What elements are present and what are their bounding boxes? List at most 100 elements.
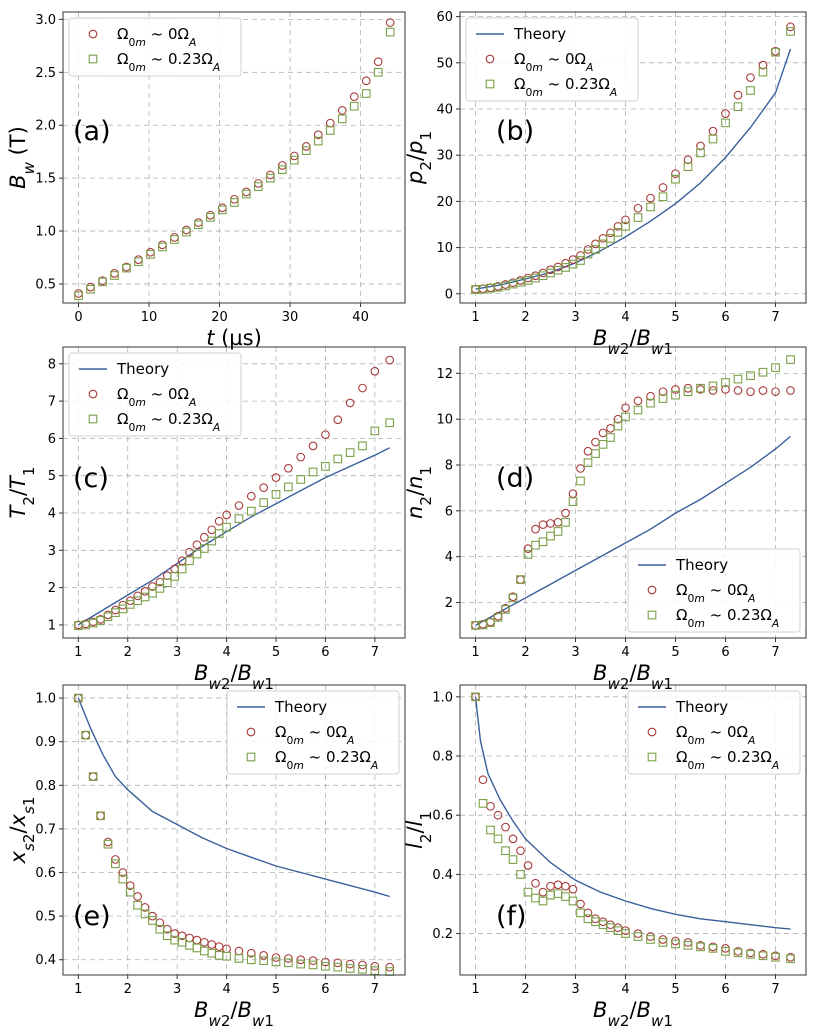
omega023-point [146, 249, 155, 259]
omega023-point [561, 517, 570, 527]
omega0-point [658, 183, 668, 192]
legend-swatch-omega023 [88, 414, 98, 424]
y-tick-label: 1.0 [35, 225, 56, 240]
omega023-point [621, 221, 630, 231]
omega023-point [606, 433, 615, 442]
omega023-point [358, 441, 367, 451]
omega0-point [568, 884, 578, 894]
x-tick-label: 0 [74, 310, 82, 325]
omega023-point [222, 951, 231, 961]
x-tick-label: 5 [272, 645, 280, 660]
omega0-point [621, 403, 630, 413]
theory-line [474, 696, 791, 930]
y-tick-label: 30 [436, 149, 453, 164]
y-tick-label: 0.2 [432, 927, 453, 942]
omega023-point [786, 27, 795, 36]
omega023-point [621, 412, 630, 422]
axes-frame [62, 684, 406, 976]
omega0-point [576, 251, 585, 260]
panel-label: (d) [496, 463, 534, 494]
legend-swatch-omega023 [485, 79, 495, 89]
x-tick-label: 1 [471, 645, 479, 660]
omega023-point [246, 955, 256, 965]
y-axis-label: xs2/xs1 [6, 797, 38, 865]
x-axis-label: Bw2/Bw1 [194, 661, 274, 693]
omega023-point [253, 182, 263, 191]
y-tick-label: 60 [436, 10, 453, 25]
omega023-point [758, 951, 768, 961]
legend-swatch-omega0 [485, 54, 495, 64]
x-tick-label: 4 [621, 645, 629, 660]
omega023-point [122, 263, 131, 273]
y-axis-label: l2/l1 [403, 811, 435, 849]
y-tick-label: 0.4 [432, 868, 453, 883]
omega023-point [162, 931, 172, 941]
y-tick-label: 6 [445, 504, 453, 519]
legend-box [627, 548, 801, 633]
omega0-point [111, 605, 120, 615]
omega023-point [385, 967, 395, 976]
y-tick-label: 3 [48, 544, 56, 559]
y-tick-label: 5 [48, 469, 56, 484]
omega0-point [658, 935, 668, 944]
omega023-point [110, 271, 119, 280]
omega0-point [746, 387, 755, 397]
omega023-point [81, 730, 91, 740]
omega0-point [96, 811, 105, 821]
omega023-point [646, 202, 655, 212]
omega0-point [733, 90, 743, 100]
omega0-point [646, 193, 655, 203]
omega0-point [598, 917, 608, 927]
panel-c: 1 2 3 4 5 6 7 1 2 3 4 5 6 7 8 Bw2/Bw1 T2/T1 (c) Theory Ω0m … [6, 346, 406, 693]
omega023-point [568, 896, 578, 906]
omega023-point [111, 859, 120, 869]
omega0-point [385, 18, 395, 27]
omega0-point [633, 203, 643, 213]
omega023-point [177, 564, 187, 574]
axes-frame [459, 346, 807, 639]
omega0-point [246, 491, 256, 501]
omega023-point [696, 383, 705, 393]
omega023-point [134, 257, 143, 267]
y-tick-label: 8 [445, 459, 453, 474]
panel-a: 0 10 20 30 40 0.5 1.0 1.5 2.0 2.5 3.0 t (µs) Bw (T) (… [6, 11, 406, 350]
y-tick-label: 8 [48, 357, 56, 372]
omega0-point [103, 610, 113, 620]
omega0-point [683, 938, 693, 947]
x-tick-label: 2 [521, 645, 529, 660]
omega0-point [508, 834, 518, 844]
omega023-point [265, 173, 275, 183]
omega023-point [583, 249, 593, 259]
omega023-point [333, 454, 343, 464]
omega023-point [746, 86, 755, 95]
omega023-point [708, 381, 718, 391]
omega0-point [746, 73, 755, 82]
omega023-point [349, 101, 359, 111]
omega0-point [786, 386, 795, 395]
y-tick-label: 12 [436, 367, 453, 382]
omega023-point [613, 227, 623, 237]
omega0-point [170, 564, 180, 574]
omega023-point [721, 118, 730, 128]
omega023-point [646, 935, 655, 944]
y-tick-label: 0.9 [35, 735, 56, 750]
omega0-point [576, 899, 585, 909]
legend-label-omega023: Ω0m ~ 0.23ΩA [117, 50, 220, 74]
omega023-point [125, 887, 135, 897]
x-tick-label: 5 [671, 310, 679, 325]
theory-line [475, 435, 791, 627]
omega023-point [583, 458, 593, 468]
omega023-point [370, 966, 380, 975]
omega0-point [708, 386, 718, 395]
x-tick-label: 40 [352, 310, 369, 325]
omega0-point [385, 962, 395, 972]
omega023-point [671, 174, 680, 184]
omega0-point [598, 233, 608, 243]
omega0-point [321, 957, 330, 967]
omega023-point [214, 951, 224, 960]
omega0-point [493, 810, 503, 820]
